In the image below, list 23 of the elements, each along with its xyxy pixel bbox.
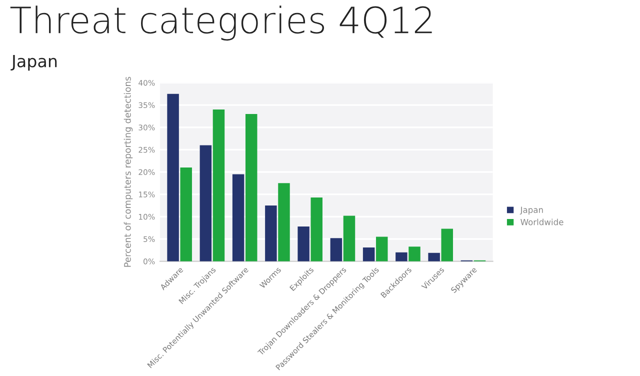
bar bbox=[180, 168, 192, 262]
y-axis-title: Percent of computers reporting detections bbox=[124, 76, 133, 267]
bar bbox=[212, 110, 225, 262]
bar bbox=[310, 197, 322, 262]
bar bbox=[408, 246, 420, 262]
bar bbox=[343, 216, 356, 262]
bar bbox=[265, 206, 277, 262]
legend-label: Japan bbox=[520, 206, 543, 215]
bar bbox=[441, 228, 453, 262]
bar bbox=[330, 238, 342, 262]
bar bbox=[167, 94, 179, 262]
bar bbox=[298, 226, 310, 262]
chart-title: Threat categories 4Q12 bbox=[10, 6, 432, 41]
bar bbox=[362, 247, 375, 262]
bar bbox=[396, 252, 408, 262]
bar bbox=[278, 183, 290, 262]
bar bbox=[232, 174, 244, 262]
chart-subtitle: Japan bbox=[10, 55, 57, 71]
bar bbox=[245, 114, 258, 262]
bar bbox=[376, 236, 388, 262]
bar bbox=[428, 252, 440, 262]
bar bbox=[200, 145, 212, 262]
legend-label: Worldwide bbox=[520, 218, 564, 226]
